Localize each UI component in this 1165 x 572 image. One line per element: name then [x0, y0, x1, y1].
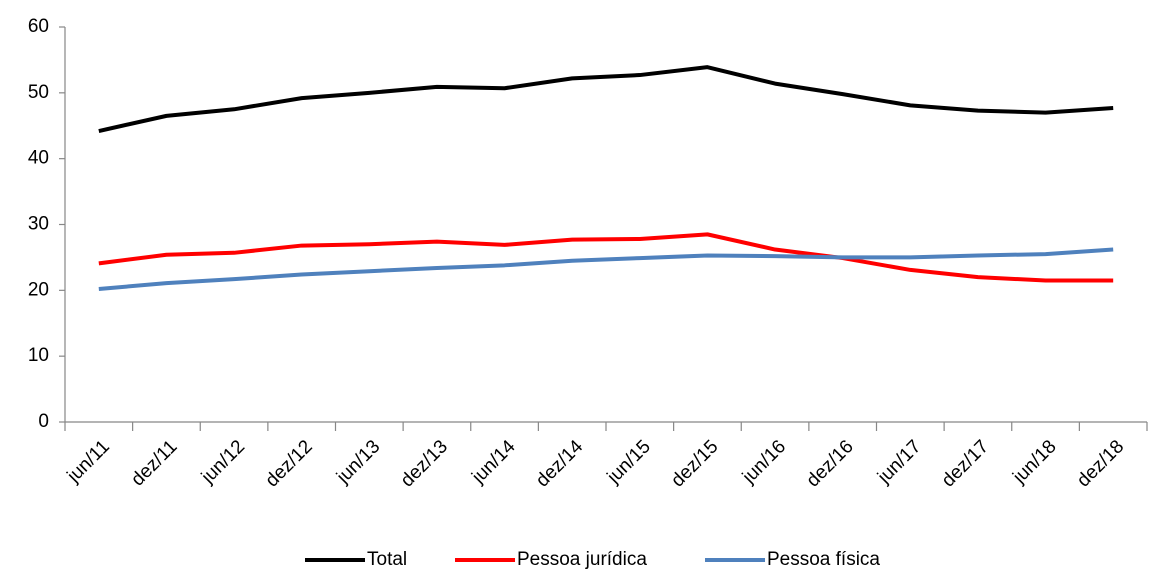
y-tick-label: 20: [28, 279, 49, 300]
x-tick-label: dez/14: [532, 436, 587, 491]
x-tick-label: dez/13: [397, 436, 452, 491]
y-tick-label: 60: [28, 16, 49, 37]
series-line: [98, 247, 1114, 292]
y-tick-label: 30: [28, 214, 49, 235]
y-tick-label: 50: [28, 82, 49, 103]
x-tick-label: jun/13: [332, 436, 384, 488]
legend-label: Pessoa física: [767, 549, 880, 570]
x-tick-label: jun/11: [63, 436, 114, 487]
series-line: [98, 65, 1114, 133]
x-tick-label: jun/16: [738, 436, 790, 488]
x-tick-label: jun/12: [197, 436, 249, 488]
x-tick-label: dez/12: [262, 436, 317, 491]
y-tick-label: 10: [28, 345, 49, 366]
x-tick-label: dez/17: [938, 436, 993, 491]
x-tick-label: dez/18: [1073, 436, 1128, 491]
y-tick-label: 0: [38, 411, 49, 432]
x-tick-label: jun/15: [603, 436, 655, 488]
x-tick-label: dez/11: [127, 436, 181, 490]
x-tick-label: jun/14: [467, 436, 519, 488]
x-tick-label: jun/17: [873, 436, 925, 488]
x-tick-label: dez/16: [803, 436, 858, 491]
legend-label: Pessoa jurídica: [517, 549, 647, 570]
x-tick-label: jun/18: [1008, 436, 1060, 488]
y-tick-label: 40: [28, 148, 49, 169]
x-tick-label: dez/15: [667, 436, 722, 491]
series-line: [98, 232, 1114, 283]
legend-label: Total: [367, 549, 407, 570]
